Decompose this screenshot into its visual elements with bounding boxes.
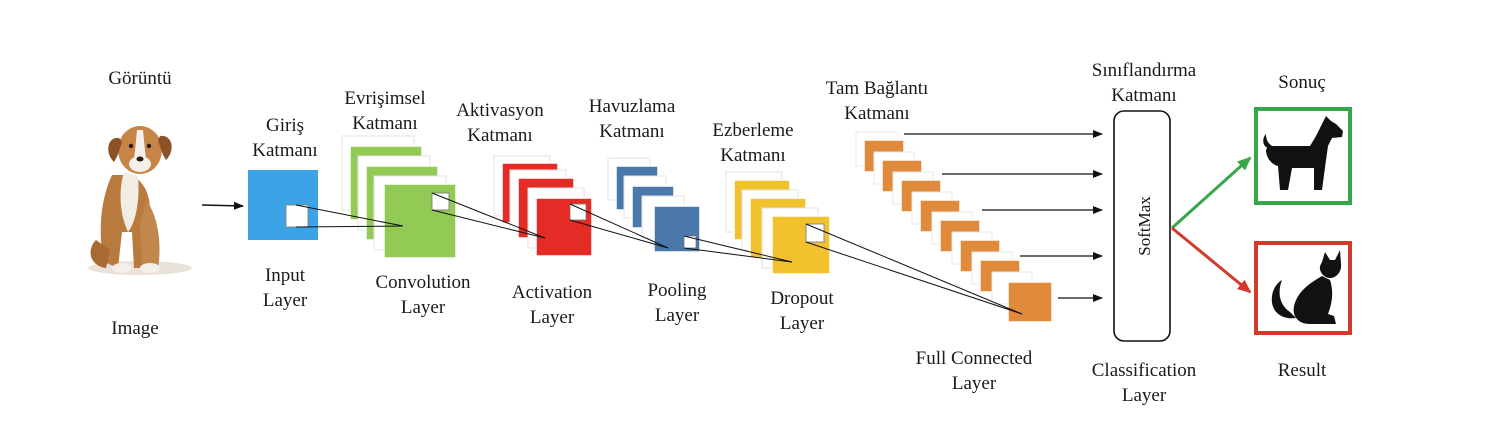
input-layer-block bbox=[248, 170, 318, 240]
act-layer-title-en: Activation Layer bbox=[496, 280, 608, 330]
cls-layer-title-tr-line1: Sınıflandırma bbox=[1091, 60, 1197, 81]
drop-layer-title-tr: Ezberleme Katmanı bbox=[698, 118, 808, 168]
activation-layer-stack bbox=[493, 155, 593, 257]
input-dog-image bbox=[88, 126, 192, 275]
dog-result-box bbox=[1254, 107, 1352, 205]
conv-layer-title-tr-line2: Katmanı bbox=[352, 113, 418, 134]
act-layer-title-en-line2: Layer bbox=[529, 307, 575, 328]
act-layer-title-tr: Aktivasyon Katmanı bbox=[450, 98, 550, 148]
convolution-layer-stack bbox=[341, 135, 457, 259]
act-layer-title-en-line1: Activation bbox=[511, 282, 593, 303]
input-layer-title-en: Input Layer bbox=[240, 263, 330, 313]
image-to-input-arrow bbox=[201, 201, 244, 210]
cat-result-arrow bbox=[1171, 226, 1252, 294]
input-layer-title-tr-line1: Giriş bbox=[266, 115, 304, 136]
cls-layer-title-tr: Sınıflandırma Katmanı bbox=[1074, 58, 1214, 108]
fc-layer-title-tr: Tam Bağlantı Katmanı bbox=[802, 76, 952, 126]
conv-layer-title-en-line1: Convolution bbox=[375, 272, 471, 293]
conv-layer-title-tr-line1: Evrişimsel bbox=[344, 88, 426, 109]
image-title-en: Image bbox=[111, 318, 159, 339]
input-layer-title-tr-line2: Katmanı bbox=[252, 140, 318, 161]
cat-result-box bbox=[1254, 241, 1352, 335]
pool-layer-title-tr-line1: Havuzlama bbox=[588, 96, 676, 117]
pool-layer-title-tr: Havuzlama Katmanı bbox=[572, 94, 692, 144]
drop-layer-title-en-line1: Dropout bbox=[770, 288, 834, 309]
drop-layer-title-en-line2: Layer bbox=[779, 313, 825, 334]
softmax-label: SoftMax bbox=[1135, 196, 1154, 256]
fc-layer-title-en: Full Connected Layer bbox=[896, 346, 1052, 396]
act-layer-title-tr-line2: Katmanı bbox=[467, 125, 533, 146]
cls-layer-title-en-line1: Classification bbox=[1091, 360, 1197, 381]
cat-silhouette-icon bbox=[1271, 250, 1342, 324]
cls-layer-title-en-line2: Layer bbox=[1121, 385, 1167, 406]
pool-layer-title-en-line1: Pooling bbox=[647, 280, 707, 301]
drop-layer-title-tr-line2: Katmanı bbox=[720, 145, 786, 166]
fc-to-softmax-arrows bbox=[904, 130, 1103, 302]
input-layer-title-en-line1: Input bbox=[264, 265, 306, 286]
fc-layer-title-tr-line1: Tam Bağlantı bbox=[825, 78, 929, 99]
conv-layer-title-en-line2: Layer bbox=[400, 297, 446, 318]
cls-layer-title-en: Classification Layer bbox=[1072, 358, 1216, 408]
conv-layer-title-tr: Evrişimsel Katmanı bbox=[330, 86, 440, 136]
dog-result-arrow bbox=[1170, 156, 1252, 230]
full-connected-layer-stack bbox=[855, 131, 1053, 323]
fc-layer-title-en-line2: Layer bbox=[951, 373, 997, 394]
cls-layer-title-tr-line2: Katmanı bbox=[1111, 85, 1177, 106]
fc-layer-title-en-line1: Full Connected bbox=[915, 348, 1033, 369]
result-title-en: Result bbox=[1277, 360, 1327, 381]
drop-layer-title-en: Dropout Layer bbox=[752, 286, 852, 336]
layer-connection-lines bbox=[295, 192, 1023, 315]
input-layer-title-tr: Giriş Katmanı bbox=[240, 113, 330, 163]
pool-layer-title-tr-line2: Katmanı bbox=[599, 121, 665, 142]
drop-layer-title-tr-line1: Ezberleme bbox=[712, 120, 794, 141]
pool-layer-title-en-line2: Layer bbox=[654, 305, 700, 326]
conv-layer-title-en: Convolution Layer bbox=[358, 270, 488, 320]
dog-silhouette-icon bbox=[1263, 116, 1343, 190]
pooling-layer-stack bbox=[607, 157, 701, 253]
result-title-tr: Sonuç bbox=[1278, 72, 1326, 93]
input-layer-title-en-line2: Layer bbox=[262, 290, 308, 311]
act-layer-title-tr-line1: Aktivasyon bbox=[456, 100, 544, 121]
fc-layer-title-tr-line2: Katmanı bbox=[844, 103, 910, 124]
dropout-layer-stack bbox=[725, 171, 831, 275]
pool-layer-title-en: Pooling Layer bbox=[628, 278, 726, 328]
image-title-tr: Görüntü bbox=[108, 68, 172, 89]
softmax-box: SoftMax bbox=[1113, 110, 1171, 342]
